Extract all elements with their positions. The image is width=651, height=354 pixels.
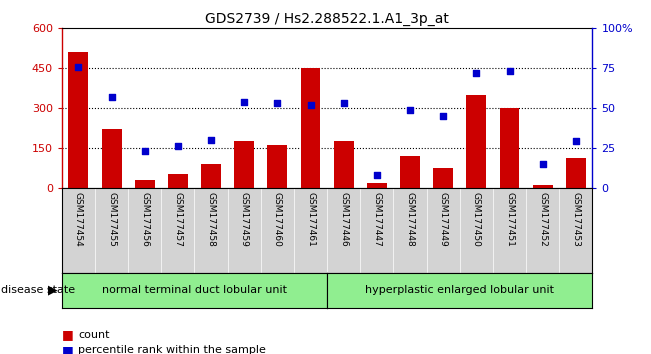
Bar <box>201 164 221 188</box>
Bar <box>301 68 320 188</box>
Bar <box>400 156 420 188</box>
Point <box>305 102 316 108</box>
Bar <box>68 52 89 188</box>
Text: percentile rank within the sample: percentile rank within the sample <box>78 346 266 354</box>
Text: normal terminal duct lobular unit: normal terminal duct lobular unit <box>102 285 287 295</box>
Text: GSM177451: GSM177451 <box>505 192 514 247</box>
Text: ■: ■ <box>62 344 74 354</box>
Point <box>73 64 83 69</box>
Text: ■: ■ <box>62 328 74 341</box>
Point <box>405 107 415 113</box>
Point <box>206 137 216 143</box>
Text: GSM177449: GSM177449 <box>439 192 448 247</box>
Point <box>438 113 449 119</box>
Text: disease state: disease state <box>1 285 76 295</box>
Text: GSM177456: GSM177456 <box>140 192 149 247</box>
Point <box>505 69 515 74</box>
Text: GSM177452: GSM177452 <box>538 192 547 247</box>
Bar <box>566 159 586 188</box>
Point <box>139 148 150 154</box>
Point <box>339 101 349 106</box>
Text: GSM177460: GSM177460 <box>273 192 282 247</box>
Text: count: count <box>78 330 109 339</box>
Text: GSM177448: GSM177448 <box>406 192 415 247</box>
Bar <box>334 141 353 188</box>
Point <box>272 101 283 106</box>
Bar <box>499 108 519 188</box>
Bar <box>466 95 486 188</box>
Text: GSM177446: GSM177446 <box>339 192 348 247</box>
Text: GSM177455: GSM177455 <box>107 192 116 247</box>
Point <box>471 70 482 76</box>
Text: hyperplastic enlarged lobular unit: hyperplastic enlarged lobular unit <box>365 285 554 295</box>
Point <box>173 143 183 149</box>
Bar <box>234 141 254 188</box>
Title: GDS2739 / Hs2.288522.1.A1_3p_at: GDS2739 / Hs2.288522.1.A1_3p_at <box>205 12 449 26</box>
Point <box>538 161 548 167</box>
Bar <box>102 129 122 188</box>
Bar <box>268 145 287 188</box>
Text: GSM177453: GSM177453 <box>572 192 580 247</box>
Text: GSM177454: GSM177454 <box>74 192 83 247</box>
Point <box>106 94 117 100</box>
Text: GSM177459: GSM177459 <box>240 192 249 247</box>
Text: GSM177450: GSM177450 <box>472 192 481 247</box>
Bar <box>168 175 188 188</box>
Point <box>372 172 382 178</box>
Text: GSM177461: GSM177461 <box>306 192 315 247</box>
Point <box>571 138 581 144</box>
Text: GSM177447: GSM177447 <box>372 192 381 247</box>
Bar <box>135 180 155 188</box>
Bar <box>367 183 387 188</box>
Text: GSM177458: GSM177458 <box>206 192 215 247</box>
Text: GSM177457: GSM177457 <box>173 192 182 247</box>
Text: ▶: ▶ <box>48 284 57 297</box>
Point <box>239 99 249 104</box>
Bar <box>533 185 553 188</box>
Bar <box>433 168 453 188</box>
